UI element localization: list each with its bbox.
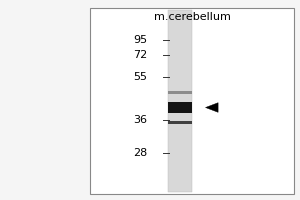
Bar [168,121,192,124]
Text: 55: 55 [133,72,147,82]
Text: 95: 95 [133,35,147,45]
Bar [90,8,294,194]
Bar [168,91,192,94]
Text: 36: 36 [133,115,147,125]
Text: m.cerebellum: m.cerebellum [154,12,230,22]
Text: 28: 28 [133,148,147,158]
Bar [168,10,192,192]
Bar [168,102,192,113]
Polygon shape [206,103,218,112]
Text: 72: 72 [133,49,147,60]
